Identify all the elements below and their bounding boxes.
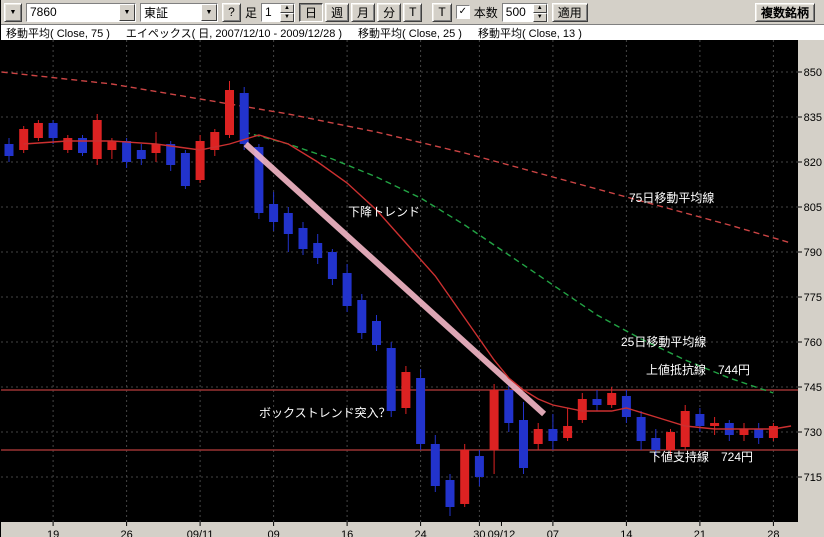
svg-text:745: 745 <box>804 382 822 394</box>
legend-ma25: 移動平均( Close, 25 ) <box>358 27 462 40</box>
svg-text:21: 21 <box>694 529 706 537</box>
legend-ma75: 移動平均( Close, 75 ) <box>6 27 110 40</box>
svg-text:16: 16 <box>341 529 353 537</box>
bars-label: 本数 <box>473 5 498 20</box>
svg-text:09/12: 09/12 <box>488 529 516 537</box>
svg-text:730: 730 <box>804 427 822 439</box>
period-button-group: 日 週 月 分 T <box>299 2 423 22</box>
price-axis-labels: 850 835 820 805 790 775 760 745 730 715 <box>798 67 822 484</box>
svg-text:850: 850 <box>804 67 822 79</box>
svg-text:下値支持線 724円: 下値支持線 724円 <box>649 449 753 464</box>
period-button-minute[interactable]: 分 <box>377 2 402 22</box>
time-axis-labels: 19 26 09/11 09 16 24 30 09/12 07 14 21 28 <box>47 522 780 537</box>
spinner-down-icon[interactable]: ▼ <box>532 12 547 22</box>
interval-spinner: ▲ ▼ <box>261 2 296 22</box>
downtrend-line[interactable] <box>243 141 547 417</box>
bars-checkbox[interactable]: ✓ <box>455 5 470 19</box>
svg-text:790: 790 <box>804 247 822 259</box>
svg-text:ボックストレンド突入？: ボックストレンド突入？ <box>259 405 391 420</box>
svg-text:19: 19 <box>47 529 59 537</box>
symbol-combo: ▼ <box>26 2 136 22</box>
indicator-legend-bar: 移動平均( Close, 75 ) エイペックス( 日, 2007/12/10 … <box>1 24 824 40</box>
svg-text:28: 28 <box>767 529 779 537</box>
legend-apex: エイペックス( 日, 2007/12/10 - 2009/12/28 ) <box>125 27 343 40</box>
multi-symbol-button[interactable]: 複数銘柄 <box>754 2 815 22</box>
market-combo: ▼ <box>140 2 218 22</box>
ma75-line <box>1 71 792 244</box>
market-input[interactable] <box>141 3 201 21</box>
interval-label: 足 <box>245 5 258 20</box>
bars-spinner: ▲ ▼ <box>501 2 548 22</box>
period-button-week[interactable]: 週 <box>325 2 350 22</box>
svg-text:14: 14 <box>620 529 632 537</box>
interval-input[interactable] <box>262 3 281 21</box>
check-icon: ✓ <box>458 6 467 17</box>
svg-text:25日移動平均線: 25日移動平均線 <box>621 334 706 349</box>
chevron-down-icon: ▼ <box>123 8 131 16</box>
ma25-line <box>244 131 774 394</box>
main-toolbar: ▼ ▼ ▼ ? 足 ▲ ▼ 日 週 月 分 <box>1 0 824 24</box>
spinner-up-icon[interactable]: ▲ <box>532 3 547 13</box>
svg-text:09/11: 09/11 <box>187 529 214 537</box>
svg-text:820: 820 <box>804 157 822 169</box>
tick-mode-button[interactable]: T <box>432 2 452 22</box>
mini-dropdown-button[interactable]: ▼ <box>4 2 22 22</box>
ma13-line <box>23 134 792 430</box>
svg-text:75日移動平均線: 75日移動平均線 <box>629 190 714 205</box>
period-button-tick[interactable]: T <box>403 2 423 22</box>
symbol-dropdown-button[interactable]: ▼ <box>119 3 135 21</box>
bars-input[interactable] <box>502 3 533 21</box>
symbol-input[interactable] <box>27 3 119 21</box>
spinner-up-icon[interactable]: ▲ <box>280 3 295 13</box>
support-resistance-lines <box>1 389 798 451</box>
svg-text:30: 30 <box>473 529 485 537</box>
svg-text:835: 835 <box>804 112 822 124</box>
help-button[interactable]: ? <box>222 2 241 22</box>
svg-text:24: 24 <box>414 529 426 537</box>
spinner-down-icon[interactable]: ▼ <box>280 12 295 22</box>
svg-text:上値抵抗線 744円: 上値抵抗線 744円 <box>646 362 750 377</box>
svg-text:09: 09 <box>267 529 279 537</box>
market-dropdown-button[interactable]: ▼ <box>201 3 217 21</box>
legend-ma13: 移動平均( Close, 13 ) <box>477 27 582 40</box>
svg-text:下降トレンド: 下降トレンド <box>348 205 420 219</box>
chevron-down-icon: ▼ <box>205 8 213 16</box>
chevron-down-icon: ▼ <box>9 8 17 16</box>
period-button-day[interactable]: 日 <box>299 2 324 22</box>
svg-text:715: 715 <box>804 472 822 484</box>
svg-text:805: 805 <box>804 202 822 214</box>
svg-text:07: 07 <box>547 529 559 537</box>
candles-layer <box>4 81 778 516</box>
svg-text:760: 760 <box>804 337 822 349</box>
svg-text:26: 26 <box>120 529 132 537</box>
svg-text:775: 775 <box>804 292 822 304</box>
apply-button[interactable]: 適用 <box>551 2 588 22</box>
period-button-month[interactable]: 月 <box>351 2 376 22</box>
